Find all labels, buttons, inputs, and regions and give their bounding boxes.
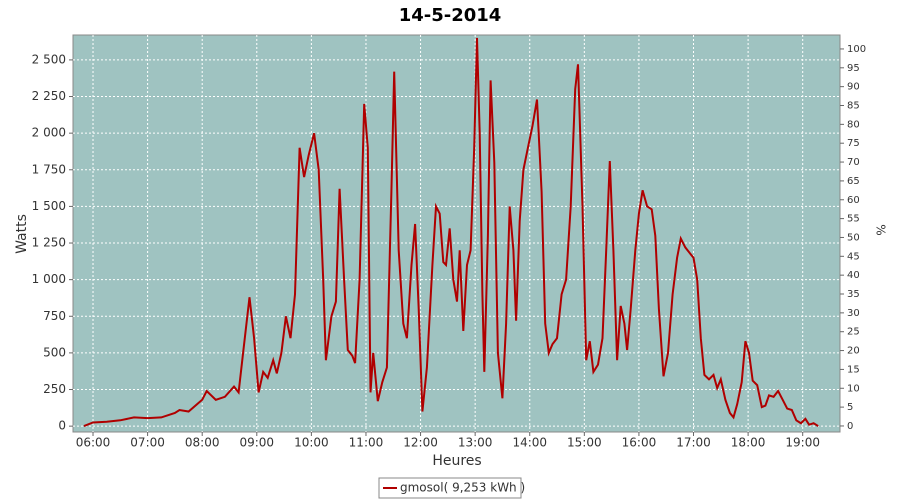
x-tick-label: 13:00 [458, 436, 493, 450]
legend-box [378, 477, 522, 499]
x-tick-label: 10:00 [294, 436, 329, 450]
y2-tick-label: 15 [847, 364, 860, 375]
x-tick-label: 19:00 [785, 436, 820, 450]
y-tick-label: 500 [43, 345, 66, 359]
y2-axis-label: % [874, 224, 888, 235]
y2-tick-label: 10 [847, 383, 860, 394]
chart-title: 14-5-2014 [399, 5, 502, 26]
y-tick-label: 2 500 [32, 52, 66, 66]
y2-tick-label: 70 [847, 157, 860, 168]
y2-tick-label: 100 [847, 44, 866, 55]
x-tick-label: 07:00 [130, 436, 165, 450]
legend: gmosol( 9,253 kWh ) [378, 477, 525, 499]
y2-tick-label: 75 [847, 138, 860, 149]
y2-tick-label: 65 [847, 176, 860, 187]
y-tick-label: 750 [43, 309, 66, 323]
y-tick-label: 250 [43, 382, 66, 396]
y-tick-label: 1 250 [32, 236, 66, 250]
x-tick-label: 18:00 [731, 436, 766, 450]
y-tick-label: 1 750 [32, 162, 66, 176]
y2-tick-label: 40 [847, 270, 860, 281]
y-tick-label: 2 250 [32, 89, 66, 103]
y2-tick-label: 60 [847, 195, 860, 206]
x-tick-label: 17:00 [676, 436, 711, 450]
x-tick-label: 11:00 [349, 436, 384, 450]
y2-tick-label: 95 [847, 63, 860, 74]
legend-label: gmosol( 9,253 kWh ) [400, 481, 525, 495]
y2-tick-label: 0 [847, 421, 853, 432]
x-tick-label: 16:00 [622, 436, 657, 450]
y-tick-label: 0 [58, 419, 66, 433]
plot-area [72, 34, 841, 433]
y2-tick-label: 20 [847, 346, 860, 357]
y2-tick-label: 30 [847, 308, 860, 319]
y2-tick-label: 80 [847, 119, 860, 130]
y2-tick-label: 25 [847, 327, 860, 338]
y2-tick-label: 35 [847, 289, 860, 300]
y2-tick-label: 50 [847, 232, 860, 243]
y-tick-label: 1 500 [32, 199, 66, 213]
x-tick-label: 09:00 [239, 436, 274, 450]
y2-tick-label: 5 [847, 402, 853, 413]
y2-tick-label: 55 [847, 214, 860, 225]
x-tick-label: 06:00 [76, 436, 111, 450]
data-line [83, 37, 819, 428]
y-tick-label: 1 000 [32, 272, 66, 286]
x-tick-label: 12:00 [403, 436, 438, 450]
x-tick-label: 15:00 [567, 436, 602, 450]
y2-tick-label: 85 [847, 101, 860, 112]
x-tick-label: 08:00 [185, 436, 220, 450]
y-tick-label: 2 000 [32, 126, 66, 140]
x-tick-label: 14:00 [512, 436, 547, 450]
y2-tick-label: 90 [847, 82, 860, 93]
y2-tick-label: 45 [847, 251, 860, 262]
y-axis-label: Watts [14, 214, 30, 254]
x-axis-label: Heures [432, 453, 481, 469]
